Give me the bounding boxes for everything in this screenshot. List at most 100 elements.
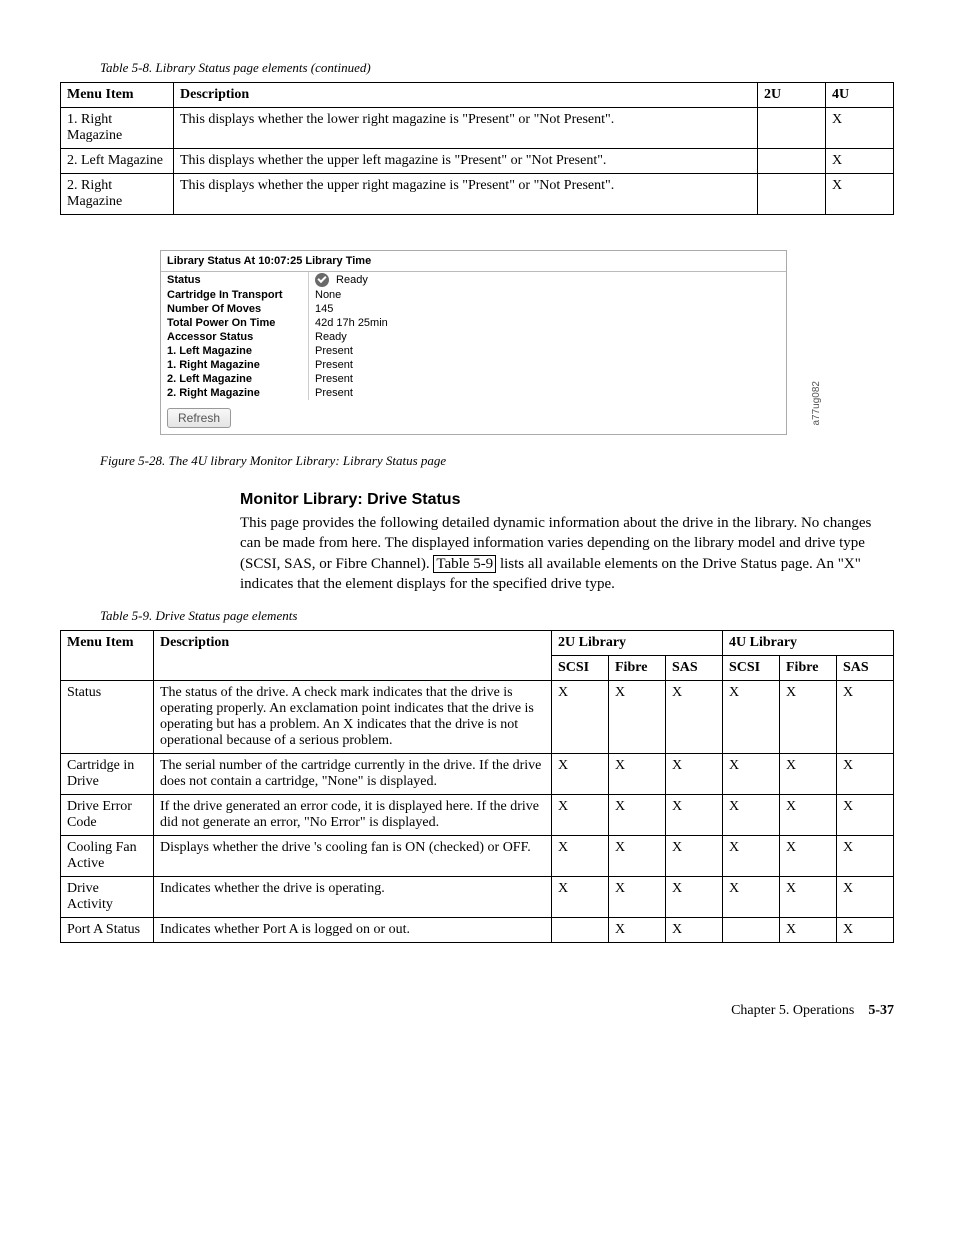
cell-menu: Port A Status bbox=[61, 918, 154, 943]
cell-mark: X bbox=[723, 681, 780, 754]
cell-menu: 2. Right Magazine bbox=[61, 174, 174, 215]
th-menu: Menu Item bbox=[61, 83, 174, 108]
shot-label: Cartridge In Transport bbox=[161, 288, 309, 302]
shot-row: Number Of Moves145 bbox=[161, 302, 786, 316]
cell-mark: X bbox=[837, 681, 894, 754]
shot-value: Present bbox=[309, 386, 787, 400]
cell-mark: X bbox=[609, 681, 666, 754]
t59-h-desc: Description bbox=[154, 631, 552, 681]
cell-2u bbox=[758, 174, 826, 215]
shot-table: Status ReadyCartridge In TransportNoneNu… bbox=[161, 272, 786, 400]
shot-label: 2. Left Magazine bbox=[161, 372, 309, 386]
cell-mark: X bbox=[780, 681, 837, 754]
cell-mark: X bbox=[666, 754, 723, 795]
cell-2u bbox=[758, 108, 826, 149]
cell-desc: Indicates whether the drive is operating… bbox=[154, 877, 552, 918]
shot-row: Cartridge In TransportNone bbox=[161, 288, 786, 302]
shot-value: 42d 17h 25min bbox=[309, 316, 787, 330]
table-row: Drive Error CodeIf the drive generated a… bbox=[61, 795, 894, 836]
cell-mark: X bbox=[609, 754, 666, 795]
cell-menu: 1. Right Magazine bbox=[61, 108, 174, 149]
cell-mark bbox=[552, 918, 609, 943]
cell-desc: Indicates whether Port A is logged on or… bbox=[154, 918, 552, 943]
shot-row: Total Power On Time42d 17h 25min bbox=[161, 316, 786, 330]
th-desc: Description bbox=[174, 83, 758, 108]
cell-menu: Cartridge in Drive bbox=[61, 754, 154, 795]
table58: Menu Item Description 2U 4U 1. Right Mag… bbox=[60, 82, 894, 215]
cell-desc: This displays whether the upper left mag… bbox=[174, 149, 758, 174]
cell-desc: This displays whether the lower right ma… bbox=[174, 108, 758, 149]
cell-mark: X bbox=[780, 795, 837, 836]
shot-value: Ready bbox=[309, 272, 787, 288]
figure-caption: Figure 5-28. The 4U library Monitor Libr… bbox=[100, 453, 894, 469]
check-icon bbox=[315, 273, 329, 287]
cell-mark: X bbox=[609, 795, 666, 836]
cell-desc: This displays whether the upper right ma… bbox=[174, 174, 758, 215]
table-row: 1. Right MagazineThis displays whether t… bbox=[61, 108, 894, 149]
cell-2u bbox=[758, 149, 826, 174]
t59-subhead: SCSI bbox=[723, 656, 780, 681]
cell-mark: X bbox=[837, 754, 894, 795]
shot-value: Present bbox=[309, 344, 787, 358]
cell-mark: X bbox=[780, 918, 837, 943]
cell-mark: X bbox=[780, 877, 837, 918]
shot-value: Present bbox=[309, 372, 787, 386]
cell-desc: The serial number of the cartridge curre… bbox=[154, 754, 552, 795]
footer-chapter: Chapter 5. Operations bbox=[731, 1003, 854, 1018]
shot-label: 2. Right Magazine bbox=[161, 386, 309, 400]
cell-mark: X bbox=[552, 836, 609, 877]
shot-row: 2. Right MagazinePresent bbox=[161, 386, 786, 400]
table-row: StatusThe status of the drive. A check m… bbox=[61, 681, 894, 754]
cell-mark: X bbox=[666, 681, 723, 754]
library-status-screenshot: Library Status At 10:07:25 Library Time … bbox=[160, 250, 820, 435]
table59-crossref[interactable]: Table 5-9 bbox=[433, 555, 496, 573]
t59-subhead: Fibre bbox=[609, 656, 666, 681]
th-2u: 2U bbox=[758, 83, 826, 108]
cell-mark: X bbox=[837, 877, 894, 918]
shot-label: Total Power On Time bbox=[161, 316, 309, 330]
figure-code: a77ug082 bbox=[811, 381, 822, 426]
shot-label: Number Of Moves bbox=[161, 302, 309, 316]
cell-mark: X bbox=[723, 795, 780, 836]
t59-subhead: SCSI bbox=[552, 656, 609, 681]
refresh-button[interactable]: Refresh bbox=[167, 408, 231, 428]
cell-mark: X bbox=[552, 681, 609, 754]
shot-value: 145 bbox=[309, 302, 787, 316]
table-row: Port A StatusIndicates whether Port A is… bbox=[61, 918, 894, 943]
cell-mark: X bbox=[666, 877, 723, 918]
cell-mark: X bbox=[666, 918, 723, 943]
cell-mark: X bbox=[552, 795, 609, 836]
cell-mark: X bbox=[780, 754, 837, 795]
cell-4u: X bbox=[826, 174, 894, 215]
table-row: 2. Left MagazineThis displays whether th… bbox=[61, 149, 894, 174]
shot-row: 2. Left MagazinePresent bbox=[161, 372, 786, 386]
cell-4u: X bbox=[826, 108, 894, 149]
cell-menu: Cooling Fan Active bbox=[61, 836, 154, 877]
shot-label: 1. Right Magazine bbox=[161, 358, 309, 372]
cell-mark: X bbox=[837, 795, 894, 836]
t59-h-menu: Menu Item bbox=[61, 631, 154, 681]
shot-label: 1. Left Magazine bbox=[161, 344, 309, 358]
t59-h-4u: 4U Library bbox=[723, 631, 894, 656]
cell-desc: If the drive generated an error code, it… bbox=[154, 795, 552, 836]
shot-row: Accessor StatusReady bbox=[161, 330, 786, 344]
cell-mark: X bbox=[723, 836, 780, 877]
footer-page: 5-37 bbox=[868, 1003, 894, 1018]
shot-row: 1. Left MagazinePresent bbox=[161, 344, 786, 358]
shot-value: None bbox=[309, 288, 787, 302]
cell-mark: X bbox=[837, 918, 894, 943]
cell-menu: 2. Left Magazine bbox=[61, 149, 174, 174]
shot-row: Status Ready bbox=[161, 272, 786, 288]
shot-title: Library Status At 10:07:25 Library Time bbox=[161, 251, 786, 272]
cell-mark bbox=[723, 918, 780, 943]
table59: Menu Item Description 2U Library 4U Libr… bbox=[60, 630, 894, 943]
cell-mark: X bbox=[723, 877, 780, 918]
t59-subhead: SAS bbox=[837, 656, 894, 681]
th-4u: 4U bbox=[826, 83, 894, 108]
cell-mark: X bbox=[609, 877, 666, 918]
table-row: Cooling Fan ActiveDisplays whether the d… bbox=[61, 836, 894, 877]
cell-desc: Displays whether the drive 's cooling fa… bbox=[154, 836, 552, 877]
cell-desc: The status of the drive. A check mark in… bbox=[154, 681, 552, 754]
table-row: Drive ActivityIndicates whether the driv… bbox=[61, 877, 894, 918]
t59-subhead: SAS bbox=[666, 656, 723, 681]
